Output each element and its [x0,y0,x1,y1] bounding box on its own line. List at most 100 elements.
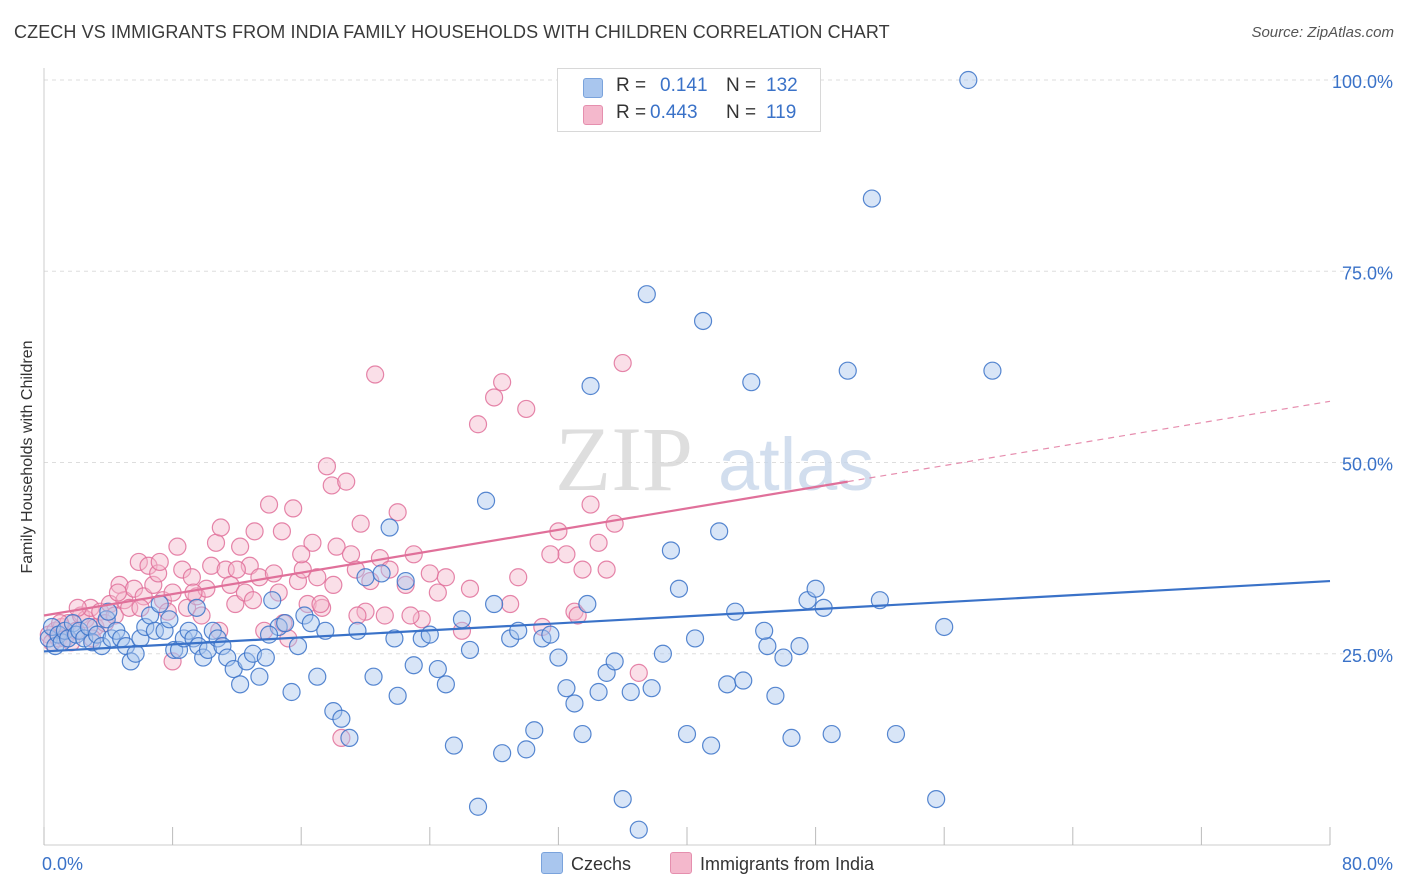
india-point [108,583,128,602]
czech-point [372,564,391,583]
czech-point [99,602,118,621]
czech-point [573,724,592,744]
india-point [341,545,361,564]
czech-point [259,625,279,644]
india-point [573,560,592,579]
india-point [557,545,576,564]
trendline-czechs [43,579,1331,653]
india-point [517,399,536,419]
czech-point [766,686,785,705]
czech-point [385,629,404,648]
legend-n-value: 132 [766,75,798,96]
czech-point [565,694,584,713]
india-point [311,594,330,614]
india-point [163,652,182,671]
india-point [388,503,407,522]
india-point [227,560,246,579]
czech-point [935,617,954,637]
india-point [210,621,229,640]
czech-point [380,518,399,537]
czech-point [685,629,705,648]
india-point [436,568,455,587]
india-point [541,545,560,564]
india-point [272,522,292,541]
india-point [509,568,528,587]
india-point [149,564,168,583]
india-point [231,537,250,556]
y-axis-label: Family Households with Children [19,340,36,574]
india-point [259,495,279,514]
india-point [581,495,600,514]
india-point [139,556,158,575]
czech-point [256,648,275,667]
czech-point [959,70,978,90]
czech-point [927,789,946,809]
india-point [303,533,322,552]
india-point [468,415,488,434]
india-point [589,533,608,552]
legend-r-value: 0.141 [660,75,708,96]
india-point [501,594,520,614]
czech-point [493,744,512,763]
source-credit: Source: ZipAtlas.com [1251,24,1394,41]
czech-point [87,625,107,644]
czech-point [460,640,480,660]
czech-point [332,709,351,728]
india-point [168,537,187,556]
x-tick-label: 0.0% [42,854,83,874]
series-czechs [39,70,1002,839]
czech-point [677,724,697,744]
czech-point [613,789,632,809]
czech-point [693,311,713,331]
legend-row-india: R = 0.443 N = 119 [558,100,820,128]
czech-point [231,675,250,694]
czech-point [92,636,111,656]
czech-point [388,686,407,705]
india-point [493,373,512,392]
india-point [401,606,420,625]
czech-point [476,491,496,510]
czech-point [578,594,597,614]
india-point [597,560,616,579]
india-point [243,591,263,610]
czech-point [629,820,648,839]
czech-point [549,648,568,667]
y-tick-label: 100.0% [1332,72,1393,92]
india-point [182,568,201,587]
correlation-legend: R = 0.141 N = 132 R = 0.443 N = 119 [557,68,821,132]
bottom-legend-czechs: Czechs [541,852,631,876]
tick-labels: 25.0% 50.0% 75.0% 100.0% 0.0% 80.0% [42,72,1393,874]
czech-point [452,610,472,629]
czech-point [581,376,600,396]
czech-point [145,621,165,640]
czech-point [782,728,801,748]
czech-point [356,568,375,587]
legend-n-label: N = [726,75,757,96]
czech-point [136,617,155,637]
india-point [613,353,632,373]
india-point [428,583,447,602]
czech-point [364,667,383,686]
czech-point [806,579,825,598]
legend-r-label: R = [616,75,647,96]
czech-point [653,644,672,663]
chart-title: CZECH VS IMMIGRANTS FROM INDIA FAMILY HO… [14,22,890,42]
czech-point [288,636,308,656]
czech-point [822,724,841,744]
czech-point [983,361,1002,380]
czech-point [702,736,721,755]
czech-point [396,571,415,591]
czech-point [517,740,536,759]
czech-point [862,189,881,208]
czech-point [187,598,206,617]
czech-point [276,614,295,633]
czech-point [308,667,327,686]
india-point [211,518,230,537]
legend-r-label: R = [616,102,647,123]
czech-point [661,541,681,560]
czech-point [301,614,320,633]
czech-point [428,659,447,679]
india-point [322,476,341,495]
czech-point [669,579,689,598]
czech-point [420,625,439,644]
